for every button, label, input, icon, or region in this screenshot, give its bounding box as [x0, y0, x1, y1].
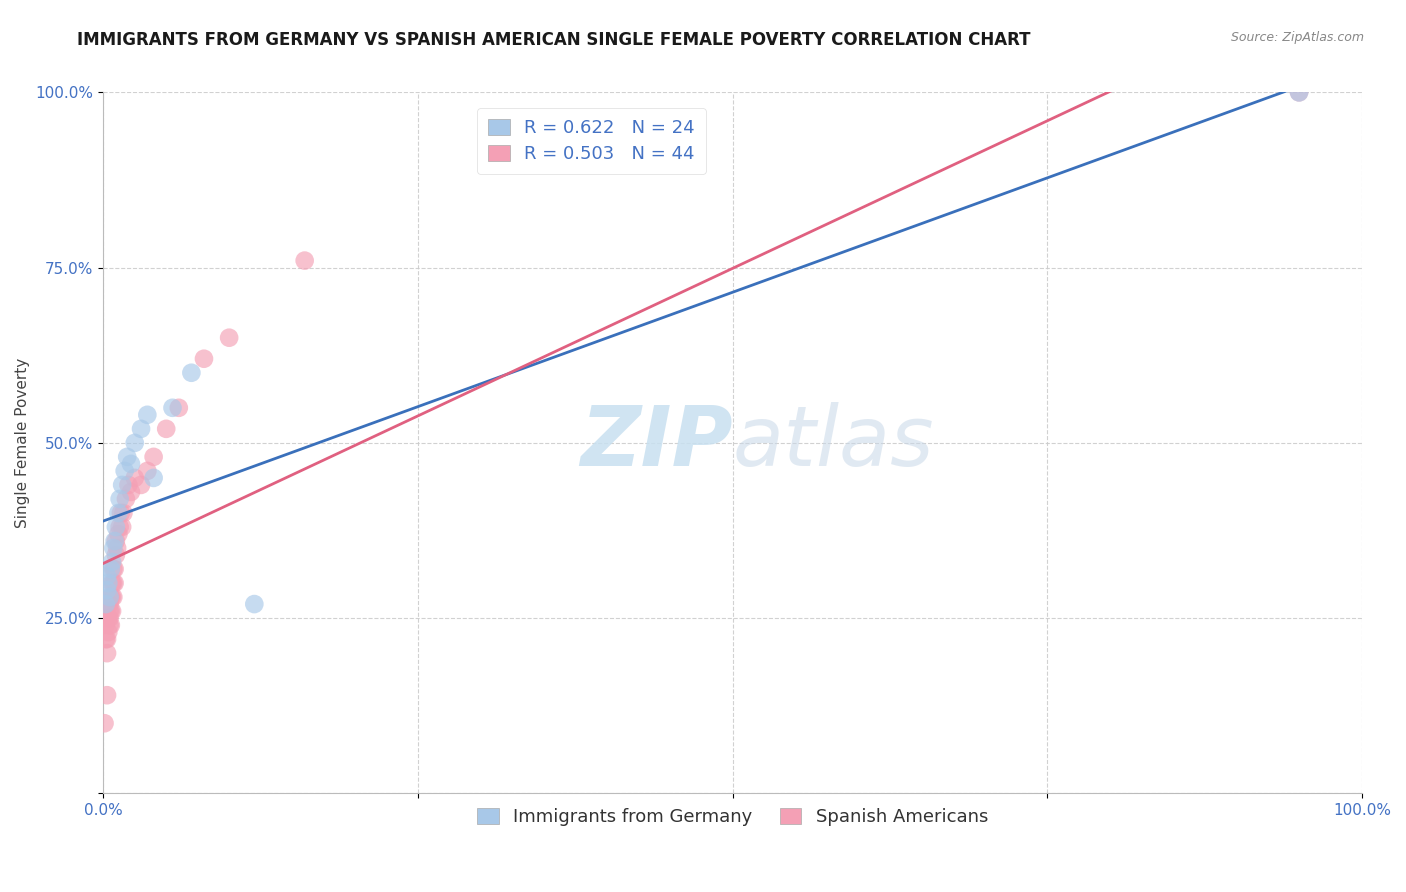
- Point: [136, 464, 159, 478]
- Point: [96, 583, 118, 598]
- Point: [120, 457, 142, 471]
- Point: [104, 533, 127, 548]
- Point: [103, 576, 125, 591]
- Point: [101, 604, 124, 618]
- Text: IMMIGRANTS FROM GERMANY VS SPANISH AMERICAN SINGLE FEMALE POVERTY CORRELATION CH: IMMIGRANTS FROM GERMANY VS SPANISH AMERI…: [77, 31, 1031, 49]
- Point: [218, 331, 240, 345]
- Point: [110, 506, 132, 520]
- Point: [243, 597, 266, 611]
- Point: [100, 562, 122, 576]
- Point: [111, 520, 134, 534]
- Point: [129, 422, 152, 436]
- Point: [101, 576, 124, 591]
- Point: [111, 478, 134, 492]
- Point: [96, 569, 118, 583]
- Point: [93, 716, 115, 731]
- Point: [103, 541, 125, 555]
- Point: [107, 506, 129, 520]
- Point: [112, 506, 135, 520]
- Text: ZIP: ZIP: [581, 402, 733, 483]
- Text: atlas: atlas: [733, 402, 934, 483]
- Point: [180, 366, 202, 380]
- Point: [136, 408, 159, 422]
- Point: [115, 491, 138, 506]
- Point: [107, 527, 129, 541]
- Point: [124, 435, 146, 450]
- Point: [120, 484, 142, 499]
- Point: [105, 541, 128, 555]
- Point: [108, 491, 131, 506]
- Point: [97, 611, 120, 625]
- Point: [98, 618, 121, 632]
- Point: [104, 533, 127, 548]
- Point: [97, 625, 120, 640]
- Point: [98, 611, 121, 625]
- Point: [94, 597, 117, 611]
- Point: [100, 590, 122, 604]
- Point: [97, 576, 120, 591]
- Point: [98, 590, 121, 604]
- Point: [94, 618, 117, 632]
- Point: [96, 646, 118, 660]
- Point: [104, 548, 127, 562]
- Point: [193, 351, 215, 366]
- Point: [94, 632, 117, 647]
- Point: [115, 450, 138, 464]
- Point: [294, 253, 316, 268]
- Point: [129, 478, 152, 492]
- Point: [142, 450, 165, 464]
- Y-axis label: Single Female Poverty: Single Female Poverty: [15, 358, 30, 528]
- Point: [155, 422, 177, 436]
- Point: [100, 604, 122, 618]
- Text: Source: ZipAtlas.com: Source: ZipAtlas.com: [1230, 31, 1364, 45]
- Point: [124, 471, 146, 485]
- Point: [1288, 86, 1310, 100]
- Point: [100, 618, 122, 632]
- Point: [98, 604, 121, 618]
- Point: [104, 520, 127, 534]
- Point: [96, 632, 118, 647]
- Point: [142, 471, 165, 485]
- Legend: Immigrants from Germany, Spanish Americans: Immigrants from Germany, Spanish America…: [470, 801, 995, 833]
- Point: [1288, 86, 1310, 100]
- Point: [167, 401, 190, 415]
- Point: [104, 562, 127, 576]
- Point: [98, 597, 121, 611]
- Point: [101, 555, 124, 569]
- Point: [103, 562, 125, 576]
- Point: [104, 576, 127, 591]
- Point: [162, 401, 184, 415]
- Point: [101, 590, 124, 604]
- Point: [96, 688, 118, 702]
- Point: [114, 464, 136, 478]
- Point: [117, 478, 139, 492]
- Point: [103, 590, 125, 604]
- Point: [108, 520, 131, 534]
